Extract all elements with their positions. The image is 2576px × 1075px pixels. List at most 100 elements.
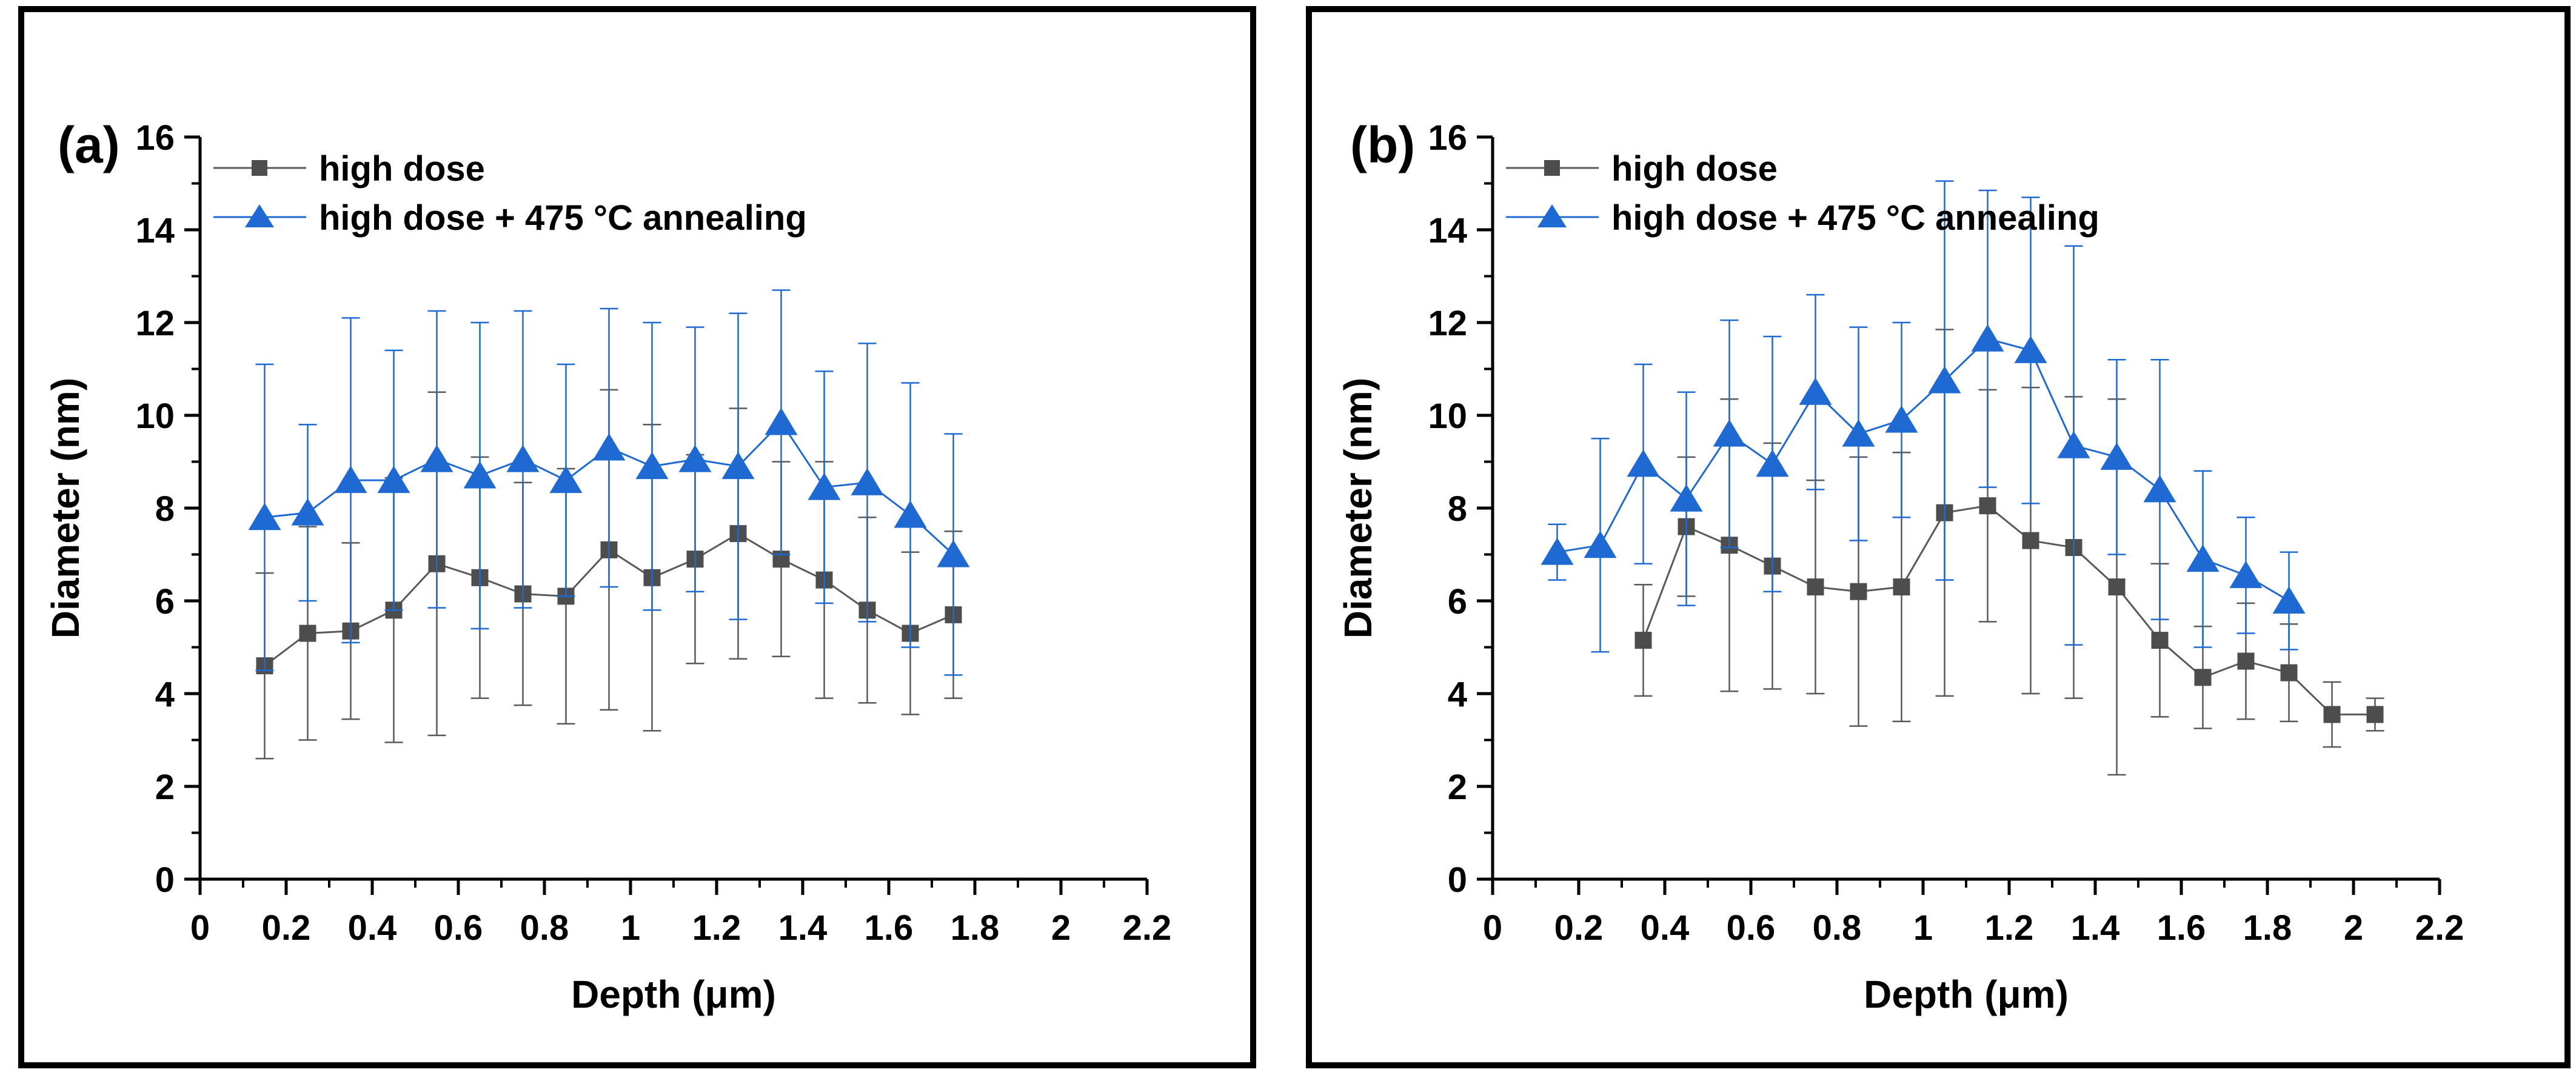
legend-entry: high dose [213, 149, 485, 189]
triangle-marker [291, 498, 324, 526]
triangle-marker [851, 467, 884, 495]
error-bars [1548, 180, 2298, 653]
triangle-marker [2143, 475, 2176, 503]
legend-entry: high dose [1506, 149, 1778, 189]
markers [1634, 497, 2384, 723]
chart-panel-b: 0 2 4 6 8 10 12 14 16 0 0.2 0.4 0.6 0.8 1 1.2 1.4 1.6 1.8 2… [1336, 116, 2464, 1016]
x-tick-label: 1.2 [1985, 908, 2034, 948]
y-tick-label: 12 [135, 304, 175, 343]
triangle-marker [1971, 324, 2004, 352]
x-tick-label: 2 [1051, 908, 1071, 948]
x-tick-label: 1.6 [865, 908, 914, 948]
triangle-marker [1885, 405, 1918, 433]
triangle-marker [2186, 544, 2220, 572]
triangle-marker [2100, 442, 2133, 470]
y-tick-label: 16 [1428, 118, 1467, 158]
y-tick-label: 4 [155, 675, 175, 714]
legend-label: high dose [1611, 149, 1778, 189]
triangle-marker [334, 466, 367, 494]
x-tick-label: 1.6 [2157, 908, 2206, 948]
triangle-marker [1627, 449, 1660, 477]
x-tick-label: 0 [1483, 908, 1502, 948]
series-annealed [1541, 180, 2306, 653]
triangle-marker [592, 433, 626, 461]
square-marker [2151, 632, 2169, 649]
x-tick-label: 1 [1913, 908, 1933, 948]
triangle-marker [1842, 419, 1875, 447]
x-axis-title: Depth (μm) [1864, 973, 2069, 1016]
legend-label: high dose + 475 °C annealing [319, 198, 807, 238]
x-tick-label: 2.2 [2415, 908, 2464, 948]
square-marker [1634, 632, 1652, 649]
triangle-marker [463, 461, 497, 489]
y-axis-title: Diameter (nm) [1336, 378, 1380, 638]
chart-panel-a: 0 2 4 6 8 10 12 14 16 0 0.2 0.4 0.6 0.8 1 1.2 1.4 1.6 1.8 2… [44, 116, 1171, 1016]
series-line [1557, 338, 2290, 602]
triangle-marker [937, 540, 970, 568]
triangle-marker [894, 500, 927, 528]
y-tick-label: 0 [1448, 860, 1467, 900]
x-tick-label: 1.8 [951, 908, 1000, 948]
series-annealed [248, 289, 970, 676]
panel-a: 0 2 4 6 8 10 12 14 16 0 0.2 0.4 0.6 0.8 1 1.2 1.4 1.6 1.8 2… [18, 6, 1256, 1068]
triangle-marker [1713, 419, 1746, 447]
y-tick-label: 6 [155, 582, 175, 621]
x-tick-label: 1.2 [692, 908, 741, 948]
x-tick-label: 0.2 [262, 908, 311, 948]
legend-label: high dose [319, 149, 485, 189]
triangle-marker [2014, 335, 2047, 363]
triangle-marker [721, 452, 755, 480]
markers [248, 407, 970, 568]
markers [1541, 324, 2306, 614]
x-tick-label: 1.8 [2243, 908, 2292, 948]
triangle-marker [377, 466, 410, 494]
square-marker [2366, 706, 2384, 723]
square-marker [1979, 497, 1996, 515]
x-tick-label: 0 [190, 908, 210, 948]
x-tick-label: 1.4 [2071, 908, 2120, 948]
legend-entry: high dose + 475 °C annealing [1506, 198, 2099, 238]
legend-square-marker [252, 160, 267, 176]
square-marker [2323, 706, 2341, 723]
triangle-marker [506, 444, 540, 472]
legend: high dose high dose + 475 °C annealing [1506, 149, 2099, 238]
square-marker [2022, 532, 2039, 549]
series-line [1642, 504, 2375, 715]
panel-letter: (a) [58, 116, 120, 173]
square-marker [2194, 669, 2212, 686]
triangle-marker [635, 452, 669, 480]
triangle-marker [1928, 366, 1961, 393]
y-tick-label: 6 [1448, 582, 1467, 621]
square-marker [2280, 664, 2298, 682]
x-tick-label: 0.6 [434, 908, 483, 948]
y-tick-label: 2 [1448, 768, 1467, 807]
panel-letter: (b) [1350, 116, 1415, 173]
x-tick-label: 1 [621, 908, 640, 948]
y-tick-label: 8 [1448, 489, 1467, 529]
series-high-dose [1634, 329, 2384, 776]
triangle-marker [1670, 484, 1703, 512]
x-tick-label: 0.4 [348, 908, 397, 948]
triangle-marker [2272, 586, 2306, 614]
y-tick-label: 2 [155, 768, 175, 807]
y-tick-label: 4 [1448, 675, 1467, 714]
triangle-marker [420, 444, 453, 472]
error-bars [1634, 329, 2384, 776]
y-tick-label: 10 [135, 397, 175, 436]
legend-entry: high dose + 475 °C annealing [213, 198, 807, 238]
triangle-marker [764, 407, 798, 435]
x-tick-label: 0.8 [520, 908, 569, 948]
y-tick-label: 16 [135, 118, 175, 158]
x-tick-label: 0.4 [1641, 908, 1690, 948]
y-tick-label: 14 [135, 211, 175, 250]
y-tick-label: 10 [1428, 397, 1467, 436]
x-tick-label: 2.2 [1123, 908, 1172, 948]
square-marker [1893, 578, 1910, 596]
axes: 0 2 4 6 8 10 12 14 16 0 0.2 0.4 0.6 0.8 1 1.2 1.4 1.6 1.8 2… [135, 118, 1171, 948]
x-axis-title: Depth (μm) [571, 973, 776, 1016]
y-tick-label: 0 [155, 860, 175, 900]
x-tick-label: 0.8 [1813, 908, 1862, 948]
y-tick-label: 12 [1428, 304, 1467, 343]
triangle-marker [808, 472, 841, 500]
